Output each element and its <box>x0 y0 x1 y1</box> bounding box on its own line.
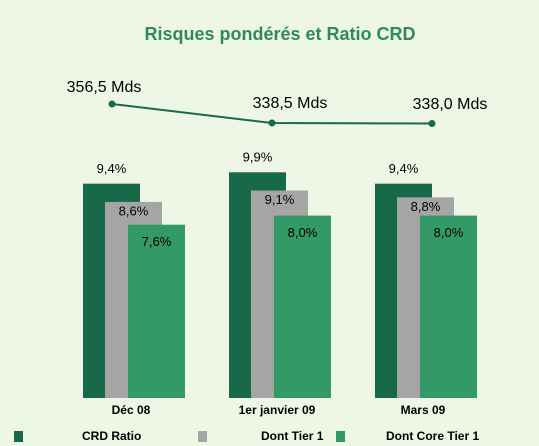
legend-label: Dont Core Tier 1 <box>386 429 479 443</box>
legend-swatch <box>198 431 207 442</box>
legend-label: CRD Ratio <box>82 429 141 443</box>
x-tick-label: Mars 09 <box>401 403 446 417</box>
value-label: 7,6% <box>142 234 172 249</box>
value-label: 9,9% <box>243 150 273 165</box>
value-label: 356,5 Mds <box>67 79 142 96</box>
x-tick-label: Déc 08 <box>112 403 151 417</box>
value-label: 8,6% <box>119 203 149 218</box>
value-label: 338,0 Mds <box>413 96 488 113</box>
bar <box>128 224 185 398</box>
x-tick-label: 1er janvier 09 <box>239 403 316 417</box>
value-label: 8,8% <box>411 199 441 214</box>
value-label: 9,1% <box>265 192 295 207</box>
legend-label: Dont Tier 1 <box>261 429 324 443</box>
legend-swatch <box>336 431 345 442</box>
value-label: 8,0% <box>434 225 464 240</box>
value-label: 8,0% <box>288 225 318 240</box>
line-point <box>268 119 276 127</box>
bar <box>274 215 331 398</box>
line-point <box>428 120 436 128</box>
line-point <box>108 100 116 108</box>
legend-swatch <box>14 431 23 442</box>
value-label: 9,4% <box>389 161 419 176</box>
chart-title: Risques pondérés et Ratio CRD <box>144 24 415 44</box>
value-label: 9,4% <box>97 161 127 176</box>
value-label: 338,5 Mds <box>253 95 328 112</box>
bar <box>420 215 477 398</box>
